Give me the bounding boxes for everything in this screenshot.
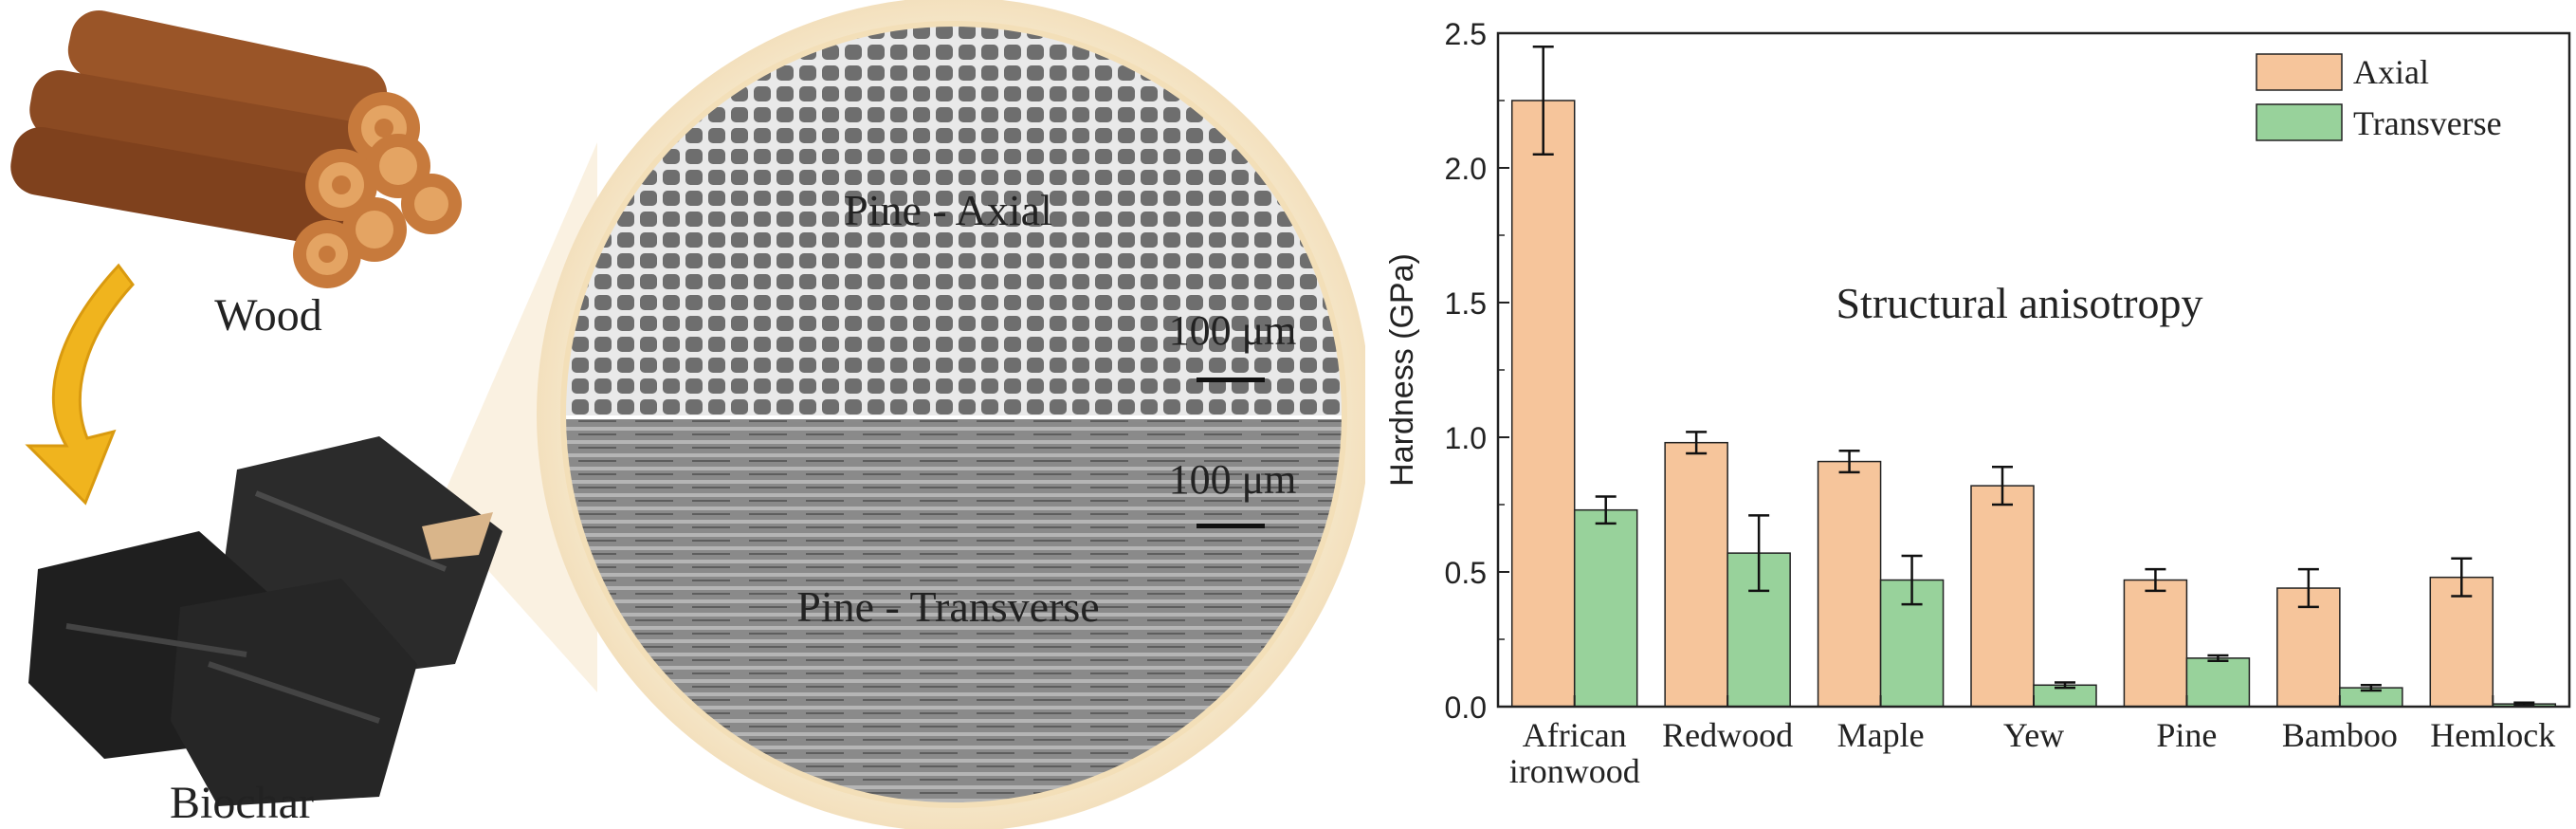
bar-axial [1970,485,2035,708]
x-tick-label: Bamboo [2282,716,2398,754]
x-tick-label: ironwood [1509,752,1640,790]
conversion-arrow-icon [25,263,135,506]
legend: Axial Transverse [2256,53,2502,142]
bar-transverse [2185,657,2251,708]
bar-axial [1817,460,1882,708]
bar-axial [1664,441,1728,708]
y-axis: 0.0 0.5 1.0 1.5 2.0 2.5 [1445,17,1509,725]
bar-axial [2123,579,2188,708]
x-tick-label: Yew [2003,716,2064,754]
y-tick-label: 0.0 [1445,691,1487,725]
x-tick-label: Pine [2156,716,2217,754]
axial-label: Pine - Axial [844,186,1052,234]
x-tick-label: Maple [1837,716,1925,754]
y-tick-label: 0.5 [1445,556,1487,590]
scale-bar-top [1197,378,1265,382]
transverse-label: Pine - Transverse [796,582,1099,631]
plot-frame [1496,31,2571,709]
scale-bar-top-label: 100 μm [1169,307,1297,354]
legend-label-axial: Axial [2353,53,2429,91]
scale-bar-bottom-label: 100 μm [1169,456,1297,503]
wood-to-biochar-illustration: Pine - Axial 100 μm 100 μm Pine - Transv… [10,0,1365,829]
chart-annotation: Structural anisotropy [1836,279,2202,327]
scale-bar-bottom [1197,524,1265,528]
x-tick-label: African [1523,716,1627,754]
wood-label: Wood [214,290,321,341]
y-tick-label: 2.0 [1445,152,1487,186]
x-tick-label: Redwood [1662,716,1793,754]
legend-label-transverse: Transverse [2353,104,2502,142]
bars-group [1510,45,2557,708]
biochar-label: Biochar [170,778,314,828]
y-tick-label: 1.5 [1445,286,1487,321]
y-axis-title: Hardness (GPa) [1384,253,1420,487]
x-tick-label: Hemlock [2430,716,2555,754]
y-tick-label: 1.0 [1445,421,1487,455]
biochar-pieces-icon [28,436,502,806]
bar-transverse [1573,508,1638,708]
legend-swatch-transverse [2256,103,2343,141]
wood-logs-icon [10,10,462,288]
bar-axial [1510,100,1576,708]
y-tick-label: 2.5 [1445,17,1487,51]
legend-swatch-axial [2256,53,2343,91]
